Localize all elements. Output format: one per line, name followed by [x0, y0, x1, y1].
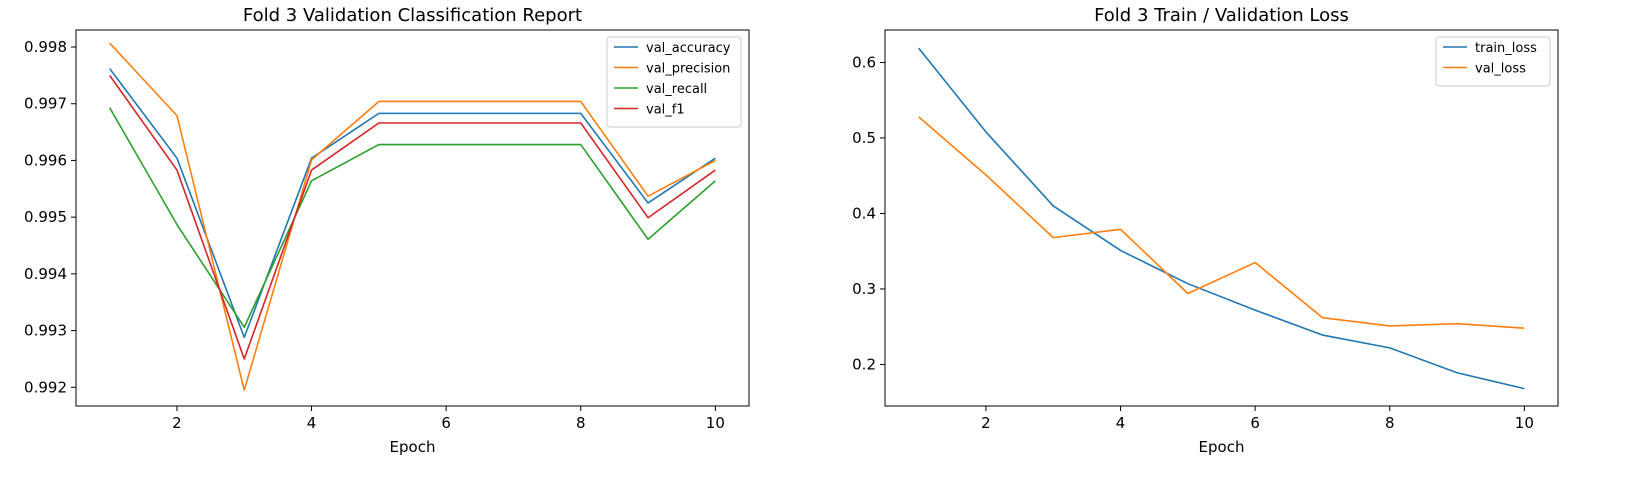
y-tick-label: 0.998	[24, 38, 67, 56]
x-tick-label: 6	[1250, 414, 1260, 432]
y-tick-label: 0.5	[852, 129, 876, 147]
classification-report-chart: Fold 3 Validation Classification Report 2…	[24, 5, 750, 456]
legend-box	[1435, 36, 1551, 87]
y-tick-label: 0.3	[852, 280, 876, 298]
legend-entry: val_accuracy	[646, 41, 731, 56]
legend-entry: val_loss	[1475, 62, 1526, 77]
legend-entry: val_recall	[646, 82, 707, 97]
x-tick-label: 8	[576, 414, 586, 432]
x-tick-label: 6	[441, 414, 451, 432]
y-tick-label: 0.4	[852, 204, 876, 222]
series-line-val_accuracy	[109, 68, 716, 339]
y-tick-label: 0.997	[24, 95, 67, 113]
x-tick-label: 2	[172, 414, 182, 432]
x-tick-label: 4	[307, 414, 317, 432]
legend-entry: train_loss	[1475, 41, 1537, 56]
loss-chart: Fold 3 Train / Validation Loss 2 4 6 8 10 0.2 0…	[852, 5, 1559, 456]
series-line-val_f1	[108, 74, 716, 360]
x-tick-label: 10	[706, 414, 725, 432]
x-axis-label: Epoch	[390, 438, 436, 456]
x-tick-label: 8	[1385, 414, 1395, 432]
chart-title: Fold 3 Train / Validation Loss	[1094, 5, 1349, 26]
y-tick-label: 0.995	[24, 208, 67, 226]
series-line-val_loss	[918, 116, 1525, 330]
chart-title: Fold 3 Validation Classification Report	[243, 5, 582, 26]
y-tick-label: 0.992	[24, 378, 67, 396]
x-tick-label: 10	[1515, 414, 1534, 432]
loss-legend: train_loss val_loss	[1435, 36, 1551, 87]
legend-entry: val_f1	[646, 103, 685, 118]
x-tick-label: 2	[981, 414, 991, 432]
plot-frame	[884, 29, 1559, 407]
y-tick-label: 0.994	[24, 265, 67, 283]
y-tick-label: 0.996	[24, 151, 67, 169]
plot-frame	[75, 29, 750, 407]
series-line-val_recall	[108, 107, 716, 328]
x-axis-label: Epoch	[1199, 438, 1245, 456]
legend-box	[606, 36, 742, 128]
series-line-train_loss	[918, 47, 1525, 390]
y-tick-label: 0.6	[852, 53, 876, 71]
y-tick-label: 0.2	[852, 355, 876, 373]
x-tick-label: 4	[1116, 414, 1126, 432]
classification-legend: val_accuracy val_precision val_recall val_f…	[606, 36, 742, 128]
y-tick-label: 0.993	[24, 322, 67, 340]
series-line-val_precision	[109, 42, 716, 391]
legend-entry: val_precision	[646, 62, 730, 77]
